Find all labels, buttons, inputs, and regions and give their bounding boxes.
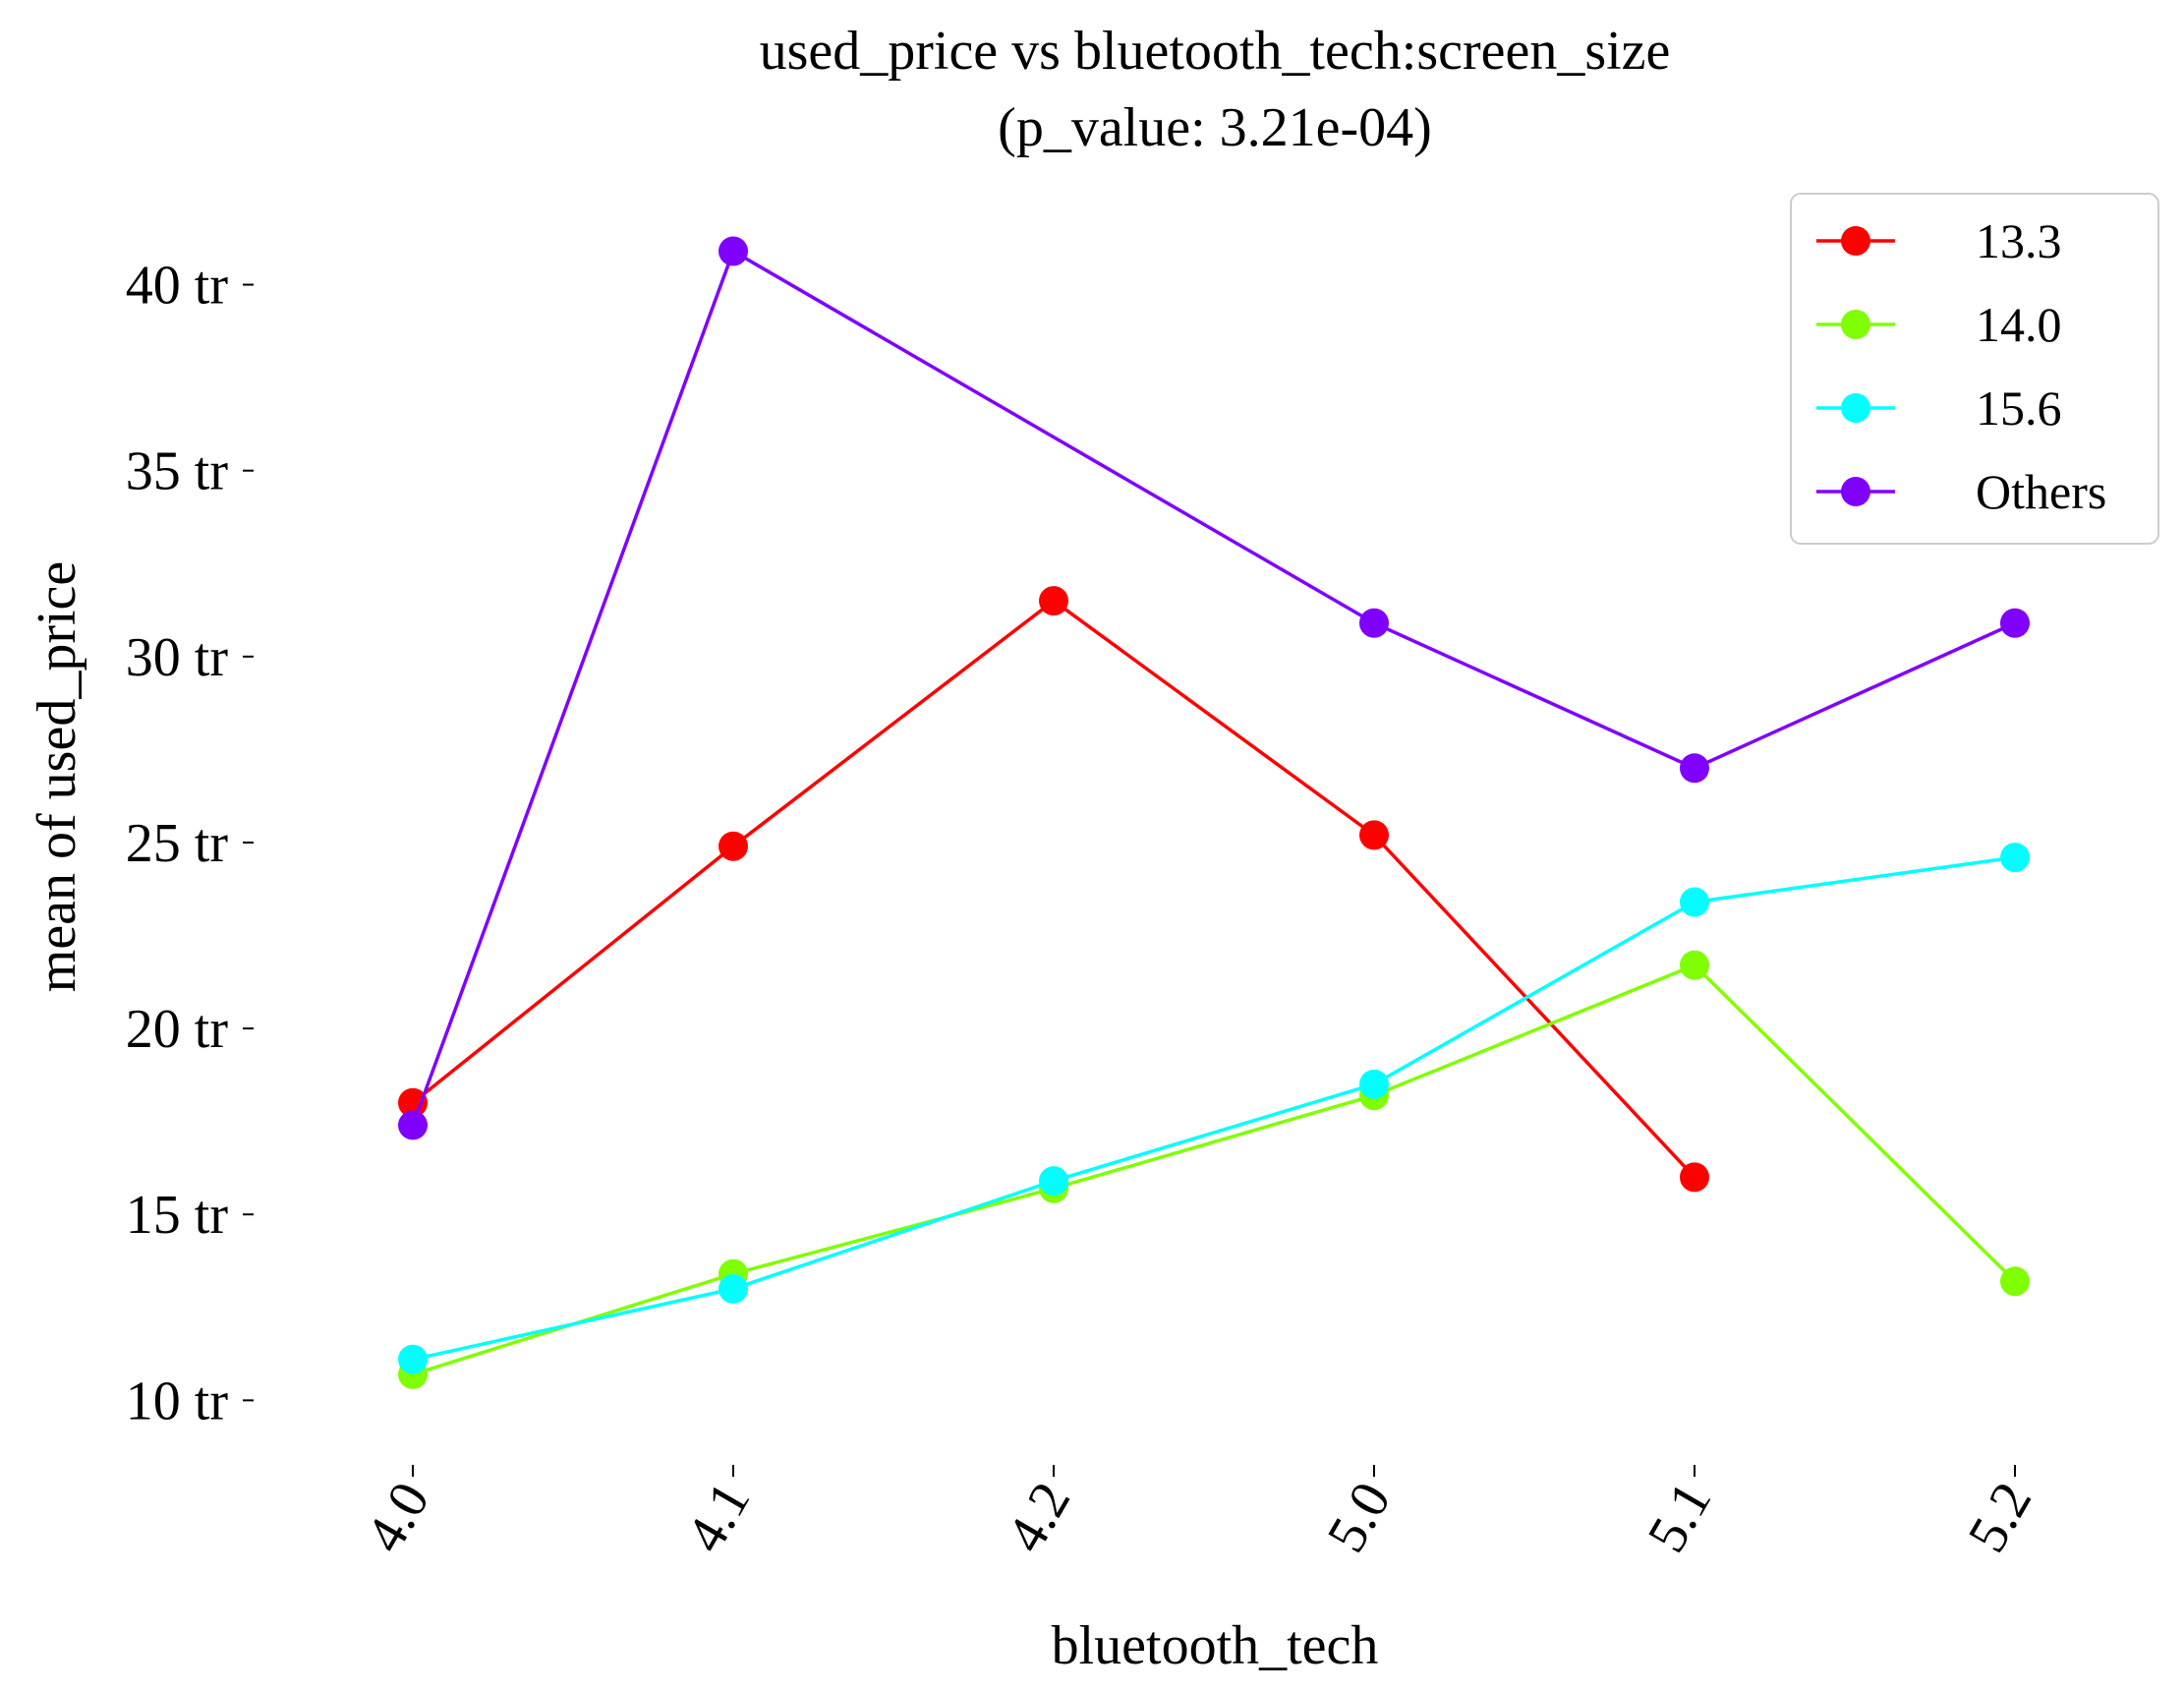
x-tick-label: 5.0: [1316, 1473, 1404, 1563]
legend-marker: [1841, 226, 1870, 256]
data-point: [2000, 1266, 2030, 1297]
data-point: [1359, 1069, 1389, 1099]
y-tick-label: 30 tr: [126, 627, 229, 688]
data-point: [1039, 1166, 1068, 1197]
x-tick-label: 4.0: [355, 1473, 442, 1563]
data-point: [1359, 608, 1389, 638]
data-point: [398, 1087, 428, 1118]
legend-label: 15.6: [1976, 380, 2062, 436]
x-tick-label: 4.1: [675, 1473, 763, 1563]
x-tick-label: 4.2: [996, 1473, 1083, 1563]
series-line: [412, 963, 2017, 1376]
data-point: [2000, 608, 2030, 638]
legend-label: 14.0: [1976, 297, 2062, 352]
data-point: [1680, 753, 1709, 784]
y-tick-label: 10 tr: [126, 1371, 229, 1431]
x-axis-label: bluetooth_tech: [1052, 1615, 1379, 1676]
data-point: [1680, 950, 1709, 980]
series-line: [411, 249, 2016, 1127]
y-axis: 10 tr 15 tr 20 tr 25 tr 30 tr 35 tr 40 tr: [126, 256, 254, 1431]
data-point: [1039, 586, 1068, 616]
data-point: [398, 1110, 428, 1140]
data-point: [718, 831, 748, 861]
x-tick-label: 5.1: [1637, 1473, 1724, 1563]
plot-series: [398, 236, 2030, 1389]
legend-marker: [1841, 310, 1870, 339]
x-axis: 4.0 4.1 4.2 5.0 5.1 5.2: [355, 1465, 2044, 1563]
data-point: [718, 236, 748, 266]
chart-subtitle: (p_value: 3.21e-04): [998, 97, 1432, 158]
series-others: [398, 236, 2030, 1140]
data-point: [2000, 843, 2030, 873]
y-tick-label: 25 tr: [126, 813, 229, 874]
data-point: [1359, 820, 1389, 850]
legend-label: Others: [1976, 464, 2106, 519]
series-line: [412, 855, 2016, 1362]
y-tick-label: 20 tr: [126, 999, 229, 1060]
y-axis-label: mean of used_price: [27, 561, 87, 992]
data-point: [718, 1273, 748, 1304]
series-14-0: [398, 950, 2030, 1389]
y-tick-label: 40 tr: [126, 256, 229, 317]
legend-box: [1790, 193, 2159, 545]
legend-marker: [1841, 477, 1870, 506]
legend-marker: [1841, 393, 1870, 423]
chart-title: used_price vs bluetooth_tech:screen_size: [760, 21, 1671, 82]
x-tick-label: 5.2: [1957, 1473, 2044, 1563]
y-tick-label: 35 tr: [126, 441, 229, 502]
legend-label: 13.3: [1976, 213, 2062, 268]
series-15-6: [398, 843, 2030, 1374]
series-line: [411, 599, 1696, 1179]
y-tick-label: 15 tr: [126, 1185, 229, 1246]
legend: 13.3 14.0 15.6 Others: [1790, 193, 2159, 545]
data-point: [1680, 887, 1709, 917]
series-13-3: [398, 586, 1709, 1193]
data-point: [398, 1344, 428, 1374]
data-point: [1680, 1162, 1709, 1193]
